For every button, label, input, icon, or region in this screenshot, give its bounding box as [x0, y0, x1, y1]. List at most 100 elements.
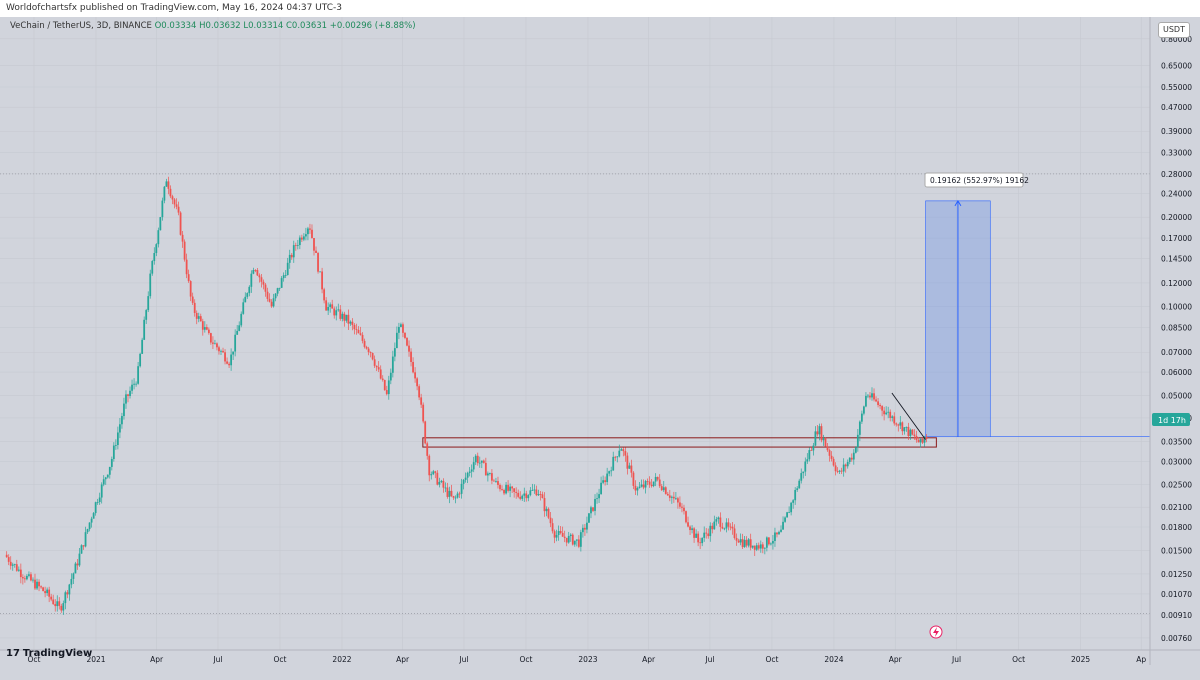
candle: [250, 270, 253, 293]
candle: [98, 492, 101, 505]
candle: [713, 515, 716, 530]
candle: [652, 481, 655, 488]
candle: [76, 558, 79, 570]
candle: [212, 336, 214, 350]
candle: [147, 291, 150, 313]
candle: [209, 332, 212, 345]
candle: [584, 524, 586, 536]
candle: [628, 462, 631, 469]
candle: [672, 491, 675, 503]
candle: [19, 563, 22, 584]
candle: [276, 287, 279, 297]
price-chart[interactable]: 0.80000 0.65000 0.55000 0.47000 0.39000 0.330…: [0, 17, 1200, 680]
tradingview-footer[interactable]: 17 TradingView: [6, 648, 92, 659]
price-tick-label: 0.12000: [1161, 279, 1192, 288]
candle: [420, 393, 423, 409]
candle: [614, 455, 617, 461]
projection-arrowhead: [954, 199, 962, 207]
candle: [642, 479, 645, 490]
candle: [786, 511, 788, 518]
legend-close: C0.03631: [286, 21, 328, 31]
candle: [913, 429, 916, 440]
price-tick-label: 0.00760: [1161, 634, 1192, 643]
candle: [737, 538, 740, 543]
candle: [666, 491, 669, 496]
candle: [365, 345, 368, 350]
candle: [531, 483, 534, 491]
price-tick-label: 0.17000: [1161, 234, 1192, 243]
candle: [537, 489, 540, 496]
candle: [30, 572, 32, 582]
candle: [873, 388, 875, 402]
candle: [143, 316, 146, 341]
currency-button[interactable]: USDT: [1158, 22, 1190, 38]
candle: [620, 447, 623, 451]
candle: [689, 525, 691, 535]
time-tick-label: Apr: [150, 655, 164, 664]
price-axis: 0.80000 0.65000 0.55000 0.47000 0.39000 0.330…: [1161, 35, 1192, 643]
candle: [763, 547, 766, 555]
candle: [592, 507, 594, 512]
candle: [141, 337, 144, 354]
candle: [278, 287, 281, 292]
candle: [745, 536, 748, 548]
candle: [70, 573, 73, 589]
candle: [345, 314, 348, 323]
price-label-group: 1d 17h: [1152, 413, 1190, 426]
candle: [343, 311, 346, 327]
candle: [90, 516, 93, 528]
candle: [252, 267, 255, 275]
price-tick-label: 0.65000: [1161, 62, 1192, 71]
candle: [907, 422, 910, 440]
candle: [858, 420, 861, 442]
candle: [94, 501, 97, 516]
candle: [541, 491, 544, 499]
price-tick-label: 0.28000: [1161, 170, 1192, 179]
candle: [325, 297, 328, 311]
lightning-icon[interactable]: [929, 625, 943, 639]
candle: [778, 530, 780, 535]
candle: [921, 437, 924, 445]
candle: [256, 267, 259, 277]
candle: [52, 594, 55, 605]
candle: [731, 521, 734, 535]
candle: [575, 539, 578, 547]
price-tick-label: 0.02100: [1161, 503, 1192, 512]
candle: [15, 559, 18, 572]
price-tick-label: 0.33000: [1161, 149, 1192, 158]
candle: [428, 454, 431, 482]
candle: [891, 415, 894, 422]
candle: [426, 441, 429, 460]
candle: [662, 481, 665, 492]
candle: [389, 368, 392, 385]
candle: [290, 252, 293, 260]
candle: [36, 578, 38, 590]
candle: [398, 322, 400, 340]
candle: [9, 556, 12, 570]
candle: [416, 377, 419, 391]
candle: [88, 522, 91, 532]
candle: [476, 452, 479, 466]
candle: [145, 308, 148, 325]
price-tick-label: 0.07000: [1161, 348, 1192, 357]
candle: [693, 527, 695, 543]
candle: [594, 494, 596, 516]
candle: [701, 537, 704, 547]
candle: [707, 528, 710, 539]
candle: [216, 342, 218, 351]
candle: [175, 198, 178, 210]
candle: [454, 495, 457, 504]
price-tick-label: 0.14500: [1161, 255, 1192, 264]
candle: [709, 522, 712, 542]
candle: [608, 470, 611, 477]
candle: [893, 412, 896, 426]
candle: [658, 474, 661, 488]
candle: [363, 338, 366, 349]
candle: [519, 491, 522, 501]
candle: [511, 485, 514, 493]
candle: [464, 472, 467, 483]
candle: [456, 491, 459, 499]
candle: [335, 306, 338, 321]
price-tick-label: 0.01070: [1161, 590, 1192, 599]
candle: [749, 533, 752, 551]
